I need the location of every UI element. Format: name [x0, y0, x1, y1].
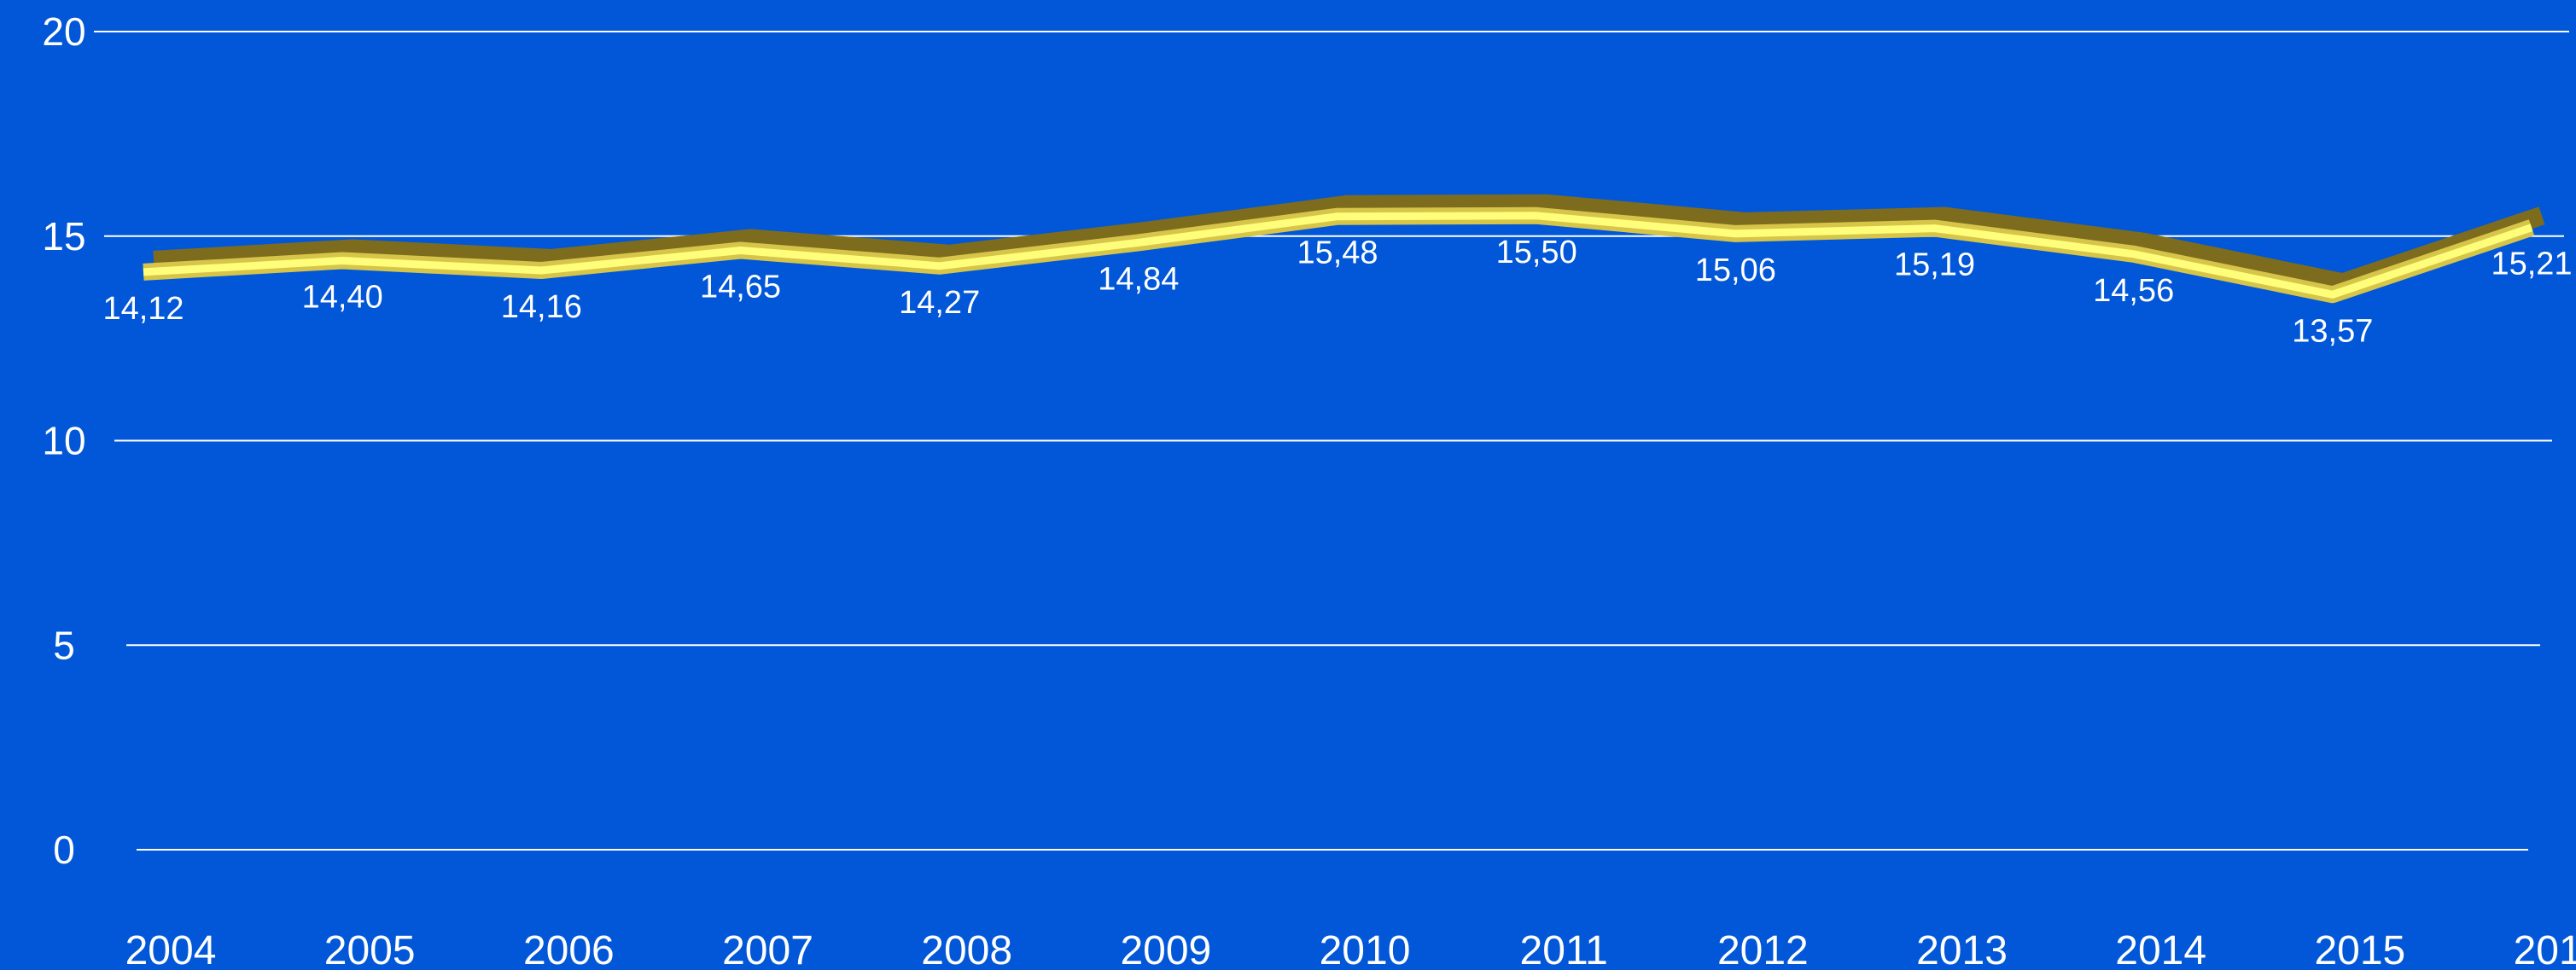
x-axis-tick-labels: 2004 2005 2006 2007 2008 2009 2010 2011 2012 2013…	[125, 928, 2576, 970]
data-label: 15,06	[1695, 253, 1776, 288]
data-series-line	[143, 194, 2545, 304]
data-label: 15,19	[1894, 247, 1975, 283]
data-label: 13,57	[2292, 313, 2373, 349]
y-tick-label: 10	[42, 419, 85, 463]
x-tick-label: 2006	[523, 928, 615, 970]
data-label: 15,48	[1297, 235, 1378, 271]
series-line-shadow	[153, 194, 2545, 293]
data-label: 14,27	[899, 285, 980, 321]
y-axis-tick-labels: 0 5 10 15 20	[42, 9, 85, 872]
x-tick-label: 2016	[2514, 928, 2576, 970]
data-label: 15,21	[2491, 247, 2572, 282]
data-label: 14,84	[1098, 261, 1179, 297]
data-label: 14,16	[501, 289, 582, 325]
x-tick-label: 2007	[722, 928, 813, 970]
data-label: 15,50	[1496, 235, 1577, 270]
data-label: 14,56	[2093, 273, 2174, 309]
data-label: 14,12	[102, 291, 184, 327]
x-tick-label: 2010	[1320, 928, 1411, 970]
x-tick-label: 2005	[324, 928, 416, 970]
x-tick-label: 2004	[125, 928, 217, 970]
x-tick-label: 2013	[1916, 928, 2008, 970]
series-line	[143, 212, 2533, 299]
y-tick-label: 20	[42, 9, 85, 54]
data-label: 14,40	[302, 280, 383, 316]
x-tick-label: 2009	[1120, 928, 1211, 970]
data-labels: 14,12 14,40 14,16 14,65 14,27 14,84 15,48 15,50…	[102, 235, 2572, 350]
y-tick-label: 15	[42, 214, 85, 258]
y-tick-label: 0	[53, 828, 75, 872]
data-label: 14,65	[700, 270, 781, 305]
x-tick-label: 2011	[1520, 928, 1608, 970]
x-tick-label: 2012	[1717, 928, 1809, 970]
x-tick-label: 2014	[2115, 928, 2206, 970]
y-tick-label: 5	[53, 623, 75, 667]
x-tick-label: 2015	[2314, 928, 2405, 970]
x-tick-label: 2008	[921, 928, 1012, 970]
